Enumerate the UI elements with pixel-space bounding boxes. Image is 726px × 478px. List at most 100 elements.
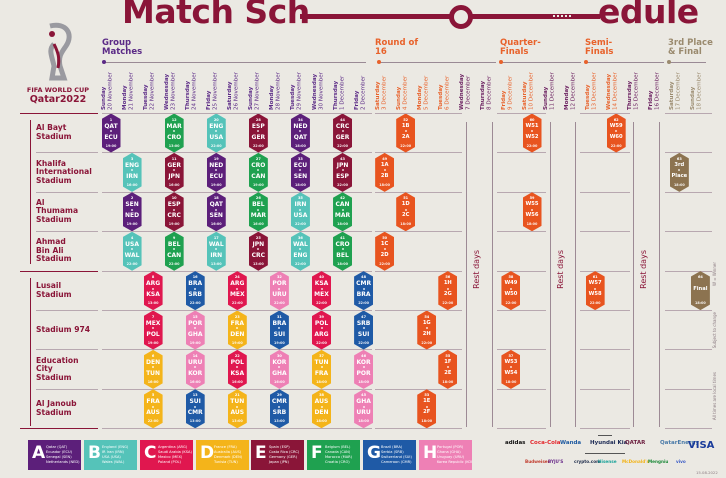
team-1: DEN <box>146 358 161 366</box>
match-badge[interactable]: 15 POR GHA 19:00 <box>185 310 205 350</box>
match-badge[interactable]: 49 1A 2B 18:00 <box>375 152 395 192</box>
kickoff-time: 18:00 <box>673 182 685 187</box>
match-badge[interactable]: 33 ECU SEN 18:00 <box>290 152 310 192</box>
match-badge[interactable]: 38 AUS DEN 18:00 <box>312 389 331 429</box>
match-badge[interactable]: 59 W55 W56 18:00 <box>522 192 542 232</box>
match-badge[interactable]: 48 CMR BRA 22:00 <box>354 271 374 311</box>
match-badge[interactable]: 27 CRO CAN 19:00 <box>248 152 268 192</box>
match-badge[interactable]: 22 POL KSA 16:00 <box>227 349 247 389</box>
match-badge[interactable]: 9 BEL CAN 22:00 <box>164 231 184 271</box>
match-badge[interactable]: 58 W49 W50 22:00 <box>501 271 521 311</box>
versus-dot <box>236 405 239 408</box>
match-badge[interactable]: 46 KOR POR 18:00 <box>354 349 374 389</box>
stadium-name: Khalifa International Stadium <box>36 159 100 186</box>
match-badge[interactable]: 52 1B 2A 22:00 <box>396 113 416 153</box>
match-badge[interactable]: 2 SEN NED 19:00 <box>122 192 142 232</box>
match-badge[interactable]: 44 CRC GER 22:00 <box>333 113 353 153</box>
group-team-list: Spain (ESP) Costa Rica (CRC) Germany (GER)… <box>269 445 299 465</box>
match-badge[interactable]: 39 POL ARG 22:00 <box>312 310 331 350</box>
versus-dot <box>615 130 618 132</box>
match-number: 29 <box>276 393 282 398</box>
match-badge[interactable]: 53 1E 2F 18:00 <box>417 389 437 429</box>
kickoff-time: 22:00 <box>210 143 222 148</box>
versus-dot <box>425 327 428 329</box>
match-badge[interactable]: 40 KSA MEX 22:00 <box>312 271 331 311</box>
match-badge[interactable]: 56 1H 2G 22:00 <box>438 271 458 311</box>
match-badge[interactable]: 21 TUN AUS 13:00 <box>227 389 247 429</box>
match-badge[interactable]: 11 GER JPN 16:00 <box>164 152 184 192</box>
match-badge[interactable]: 54 1G 2H 22:00 <box>417 310 437 350</box>
match-badge[interactable]: 1 QAT ECU 19:00 <box>101 113 121 153</box>
row-separator <box>20 113 98 114</box>
versus-dot <box>299 130 302 132</box>
match-badge[interactable]: 36 WAL ENG 22:00 <box>290 231 310 271</box>
stadium-name-line: Stadium <box>36 175 72 185</box>
match-badge[interactable]: 42 CAN MAR 18:00 <box>333 192 353 232</box>
match-badge[interactable]: 19 NED ECU 19:00 <box>206 152 226 192</box>
match-badge[interactable]: 47 SRB SUI 22:00 <box>354 310 374 350</box>
match-badge[interactable]: 20 ENG USA 22:00 <box>206 113 226 153</box>
kickoff-time: 18:00 <box>358 419 369 424</box>
team-1: WAL <box>293 240 308 248</box>
match-badge[interactable]: 64 Final 18:00 <box>690 271 710 311</box>
match-badge[interactable]: 35 IRN USA 22:00 <box>290 192 310 232</box>
match-badge[interactable]: 45 GHA URU 18:00 <box>354 389 374 429</box>
match-badge[interactable]: 34 NED QAT 18:00 <box>290 113 310 153</box>
match-badge[interactable]: 8 ARG KSA 13:00 <box>143 271 163 311</box>
match-badge[interactable]: 13 SUI CMR 13:00 <box>185 389 205 429</box>
day-name: Tuesday <box>143 84 150 110</box>
group-legend-a: A Qatar (QAT) Ecuador (ECU) Senegal (SEN) Ne… <box>28 440 81 470</box>
match-badge[interactable]: 10 ESP CRC 19:00 <box>164 192 184 232</box>
match-number: 3 <box>130 156 134 161</box>
match-badge[interactable]: 12 MAR CRO 13:00 <box>164 113 184 153</box>
match-badge[interactable]: 3 ENG IRN 16:00 <box>122 152 142 192</box>
versus-dot <box>678 169 681 172</box>
match-badge[interactable]: 24 ARG MEX 22:00 <box>227 271 247 311</box>
versus-dot <box>152 327 155 329</box>
match-badge[interactable]: 57 W53 W54 18:00 <box>501 349 521 389</box>
match-badge[interactable]: 29 CMR SRB 13:00 <box>269 389 289 429</box>
kickoff-time: 22:00 <box>337 182 348 187</box>
match-badge[interactable]: 55 1F 2E 18:00 <box>438 349 458 389</box>
day-date: 21 November <box>128 72 135 110</box>
stadium-name-line: Al <box>36 197 45 207</box>
match-badge[interactable]: 7 MEX POL 19:00 <box>143 310 163 350</box>
match-badge[interactable]: 31 BRA SUI 19:00 <box>269 310 289 350</box>
match-badge[interactable]: 51 1D 2C 18:00 <box>396 192 416 232</box>
match-badge[interactable]: 16 BRA SRB 22:00 <box>185 271 205 311</box>
match-badge[interactable]: 60 W51 W52 22:00 <box>522 113 542 153</box>
team-2: WAL <box>124 251 140 259</box>
match-badge[interactable]: 61 W57 W58 22:00 <box>585 271 605 311</box>
group-team: Canada (CAN) <box>325 450 351 454</box>
match-badge[interactable]: 28 ESP GER 22:00 <box>248 113 268 153</box>
match-badge[interactable]: 37 TUN FRA 18:00 <box>312 349 331 389</box>
match-badge[interactable]: 4 USA WAL 22:00 <box>122 231 142 271</box>
team-2: BEL <box>336 251 349 259</box>
team-1: KSA <box>314 280 329 288</box>
match-badge[interactable]: 63 3rd Place 18:00 <box>669 152 689 192</box>
day-date: 5 December <box>423 75 430 110</box>
match-badge[interactable]: 6 DEN TUN 16:00 <box>143 349 163 389</box>
match-badge[interactable]: 41 CRO BEL 18:00 <box>333 231 353 271</box>
group-team: Belgium (BEL) <box>325 445 351 449</box>
match-badge[interactable]: 26 BEL MAR 16:00 <box>248 192 268 232</box>
match-number: 14 <box>192 353 198 358</box>
match-badge[interactable]: 5 FRA AUS 22:00 <box>143 389 163 429</box>
versus-dot <box>425 405 428 408</box>
day-header: Tuesday 13 December <box>585 66 605 110</box>
match-badge[interactable]: 17 WAL IRN 13:00 <box>206 231 226 271</box>
match-badge[interactable]: 23 FRA DEN 19:00 <box>227 310 247 350</box>
kickoff-time: 18:00 <box>295 143 306 148</box>
match-badge[interactable]: 30 KOR GHA 16:00 <box>269 349 289 389</box>
versus-dot <box>173 130 176 132</box>
match-badge[interactable]: 25 JPN CRC 13:00 <box>248 231 268 271</box>
match-badge[interactable]: 18 QAT SEN 16:00 <box>206 192 226 232</box>
match-badge[interactable]: 62 W59 W60 22:00 <box>606 113 626 153</box>
team-1: ESP <box>251 122 265 130</box>
versus-dot <box>152 405 155 408</box>
match-badge[interactable]: 50 1C 2D 22:00 <box>375 231 395 271</box>
match-badge[interactable]: 43 JPN ESP 22:00 <box>333 152 353 192</box>
match-badge[interactable]: 32 POR URU 22:00 <box>269 271 289 311</box>
day-name: Thursday <box>479 80 486 110</box>
match-badge[interactable]: 14 URU KOR 16:00 <box>185 349 205 389</box>
